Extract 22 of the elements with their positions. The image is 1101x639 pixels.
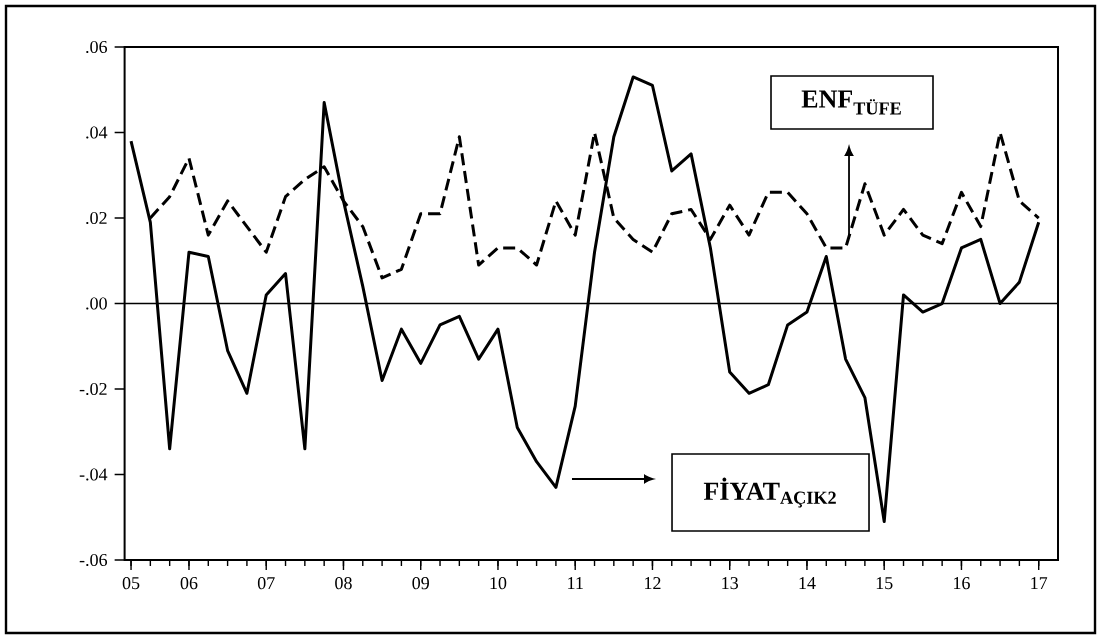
y-tick-label: -.04 (79, 468, 108, 481)
x-tick-label: 11 (568, 577, 583, 589)
y-tick-label: -.06 (79, 553, 108, 567)
x-tick-label: 09 (412, 577, 429, 590)
x-tick-label: 10 (490, 577, 507, 590)
x-tick-label: 17 (1031, 577, 1048, 589)
x-tick-label: 08 (335, 577, 352, 590)
legend-label: FİYAT$_{AÇIK2}$ (703, 477, 836, 508)
x-tick-label: 13 (722, 577, 739, 590)
y-tick-label: -.02 (79, 382, 107, 396)
y-tick-label: .00 (86, 297, 107, 310)
x-tick-label: 07 (257, 577, 275, 590)
x-tick-label: 05 (122, 577, 140, 590)
text: ENF$_{TÜFE}$ (801, 90, 901, 115)
x-tick-label: 06 (180, 577, 198, 590)
y-tick-label: .02 (86, 211, 107, 225)
x-tick-label: 16 (954, 577, 970, 590)
y-tick-label: .06 (86, 40, 108, 54)
x-tick-label: 12 (645, 577, 661, 589)
y-tick-label: .04 (86, 126, 108, 139)
x-tick-label: 15 (876, 577, 893, 590)
x-tick-label: 14 (799, 577, 816, 589)
